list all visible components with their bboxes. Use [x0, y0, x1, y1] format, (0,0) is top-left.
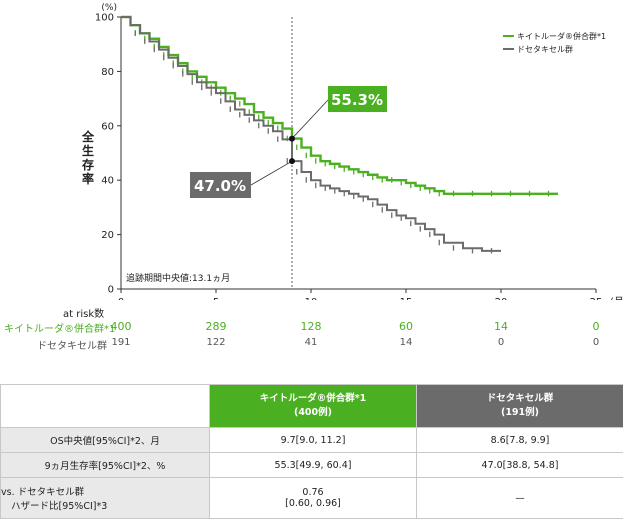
at-risk-value: 14 [494, 320, 508, 333]
x-unit-label: (月) [610, 296, 623, 300]
cell-os-keytruda: 9.7[9.0, 11.2] [209, 427, 417, 453]
at-risk-value: 289 [205, 320, 227, 333]
survival-chart: 0204060801000510152025(%)(月)期間全生存率追跡期間中央… [81, 3, 623, 300]
row-label-hazard-ratio: vs. ドセタキセル群 ハザード比[95%CI]*3 [0, 477, 210, 519]
annotation-label-keytruda: 55.3% [331, 91, 383, 109]
x-tick-label: 20 [495, 297, 508, 300]
median-followup-label: 追跡期間中央値:13.1ヵ月 [126, 272, 230, 284]
cell-os-docetaxel: 8.6[7.8, 9.9] [416, 427, 623, 453]
chart-axes: 0204060801000510152025(%)(月)期間全生存率追跡期間中央… [81, 3, 623, 300]
annotation-leader [291, 99, 329, 139]
annotation-label-docetaxel: 47.0% [194, 177, 246, 195]
y-axis-label: 全生存率 [81, 129, 95, 186]
table-row: vs. ドセタキセル群 ハザード比[95%CI]*3 0.76 [0.60, 0… [0, 477, 623, 519]
x-tick-label: 10 [305, 297, 318, 300]
y-tick-label: 80 [101, 67, 114, 78]
x-tick-label: 15 [400, 297, 413, 300]
chart-curves [121, 15, 558, 254]
series-line-0 [121, 15, 558, 195]
legend-entry: ドセタキセル群 [517, 44, 573, 54]
at-risk-value: 122 [206, 337, 226, 348]
annotation-box-keytruda [328, 86, 387, 112]
y-tick-label: 100 [95, 13, 114, 24]
x-tick-label: 5 [213, 297, 219, 300]
at-risk-label-keytruda: キイトルーダ®併合群*1 [4, 324, 116, 335]
table-corner [0, 384, 210, 428]
x-tick-label: 25 [590, 297, 603, 300]
at-risk-value: 0 [592, 320, 600, 333]
at-risk-value: 60 [399, 320, 413, 333]
chart-annotations: 55.3% 47.0% [190, 86, 387, 198]
at-risk-value: 191 [111, 337, 131, 348]
at-risk-label-docetaxel: ドセタキセル群 [37, 341, 107, 352]
os-summary-table: キイトルーダ®併合群*1 (400例) ドセタキセル群 (191例) OS中央値… [0, 384, 623, 519]
row-label-os-median: OS中央値[95%CI]*2、月 [0, 427, 210, 453]
annotation-box-docetaxel [190, 172, 251, 198]
y-unit-label: (%) [101, 3, 117, 13]
at-risk-value: 14 [399, 337, 413, 348]
series-line-1 [121, 16, 501, 252]
at-risk-value: 0 [497, 337, 505, 348]
annotation-leader [250, 160, 293, 186]
cell-9m-keytruda: 55.3[49.9, 60.4] [209, 452, 417, 478]
table-header-keytruda: キイトルーダ®併合群*1 (400例) [209, 384, 417, 428]
y-tick-label: 20 [101, 230, 114, 241]
at-risk-value: 41 [304, 337, 318, 348]
annotation-point [289, 135, 295, 142]
cell-hr-keytruda: 0.76 [0.60, 0.96] [209, 477, 417, 519]
y-tick-label: 0 [108, 285, 114, 296]
at-risk-value: 128 [300, 320, 322, 333]
table-header-docetaxel: ドセタキセル群 (191例) [416, 384, 623, 428]
y-tick-label: 40 [101, 176, 114, 187]
row-label-9m-survival: 9ヵ月生存率[95%CI]*2、% [0, 452, 210, 478]
y-tick-label: 60 [101, 121, 114, 132]
table-row: 9ヵ月生存率[95%CI]*2、% 55.3[49.9, 60.4] 47.0[… [0, 452, 623, 478]
at-risk-value: 400 [110, 320, 132, 333]
legend-entry: キイトルーダ®併合群*1 [517, 31, 606, 41]
cell-hr-docetaxel: — [416, 477, 623, 519]
at-risk-title: at risk数 [63, 309, 105, 320]
table-row: OS中央値[95%CI]*2、月 9.7[9.0, 11.2] 8.6[7.8,… [0, 427, 623, 453]
annotation-point [289, 158, 295, 165]
x-tick-label: 0 [118, 297, 124, 300]
at-risk-value: 0 [592, 337, 600, 348]
cell-9m-docetaxel: 47.0[38.8, 54.8] [416, 452, 623, 478]
